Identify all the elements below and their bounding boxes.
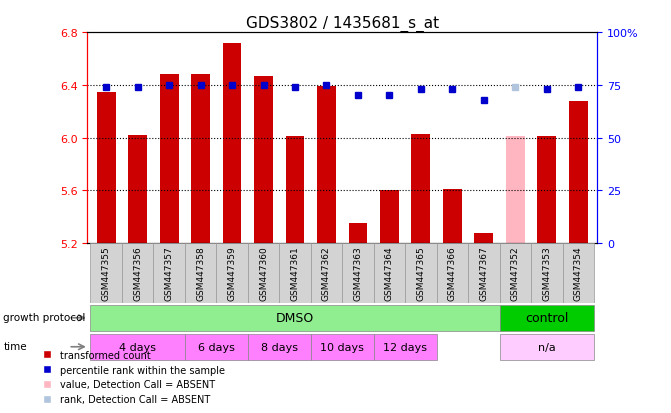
Bar <box>223 43 242 244</box>
FancyBboxPatch shape <box>500 244 531 304</box>
Bar <box>317 87 336 244</box>
Bar <box>537 137 556 244</box>
Text: GSM447360: GSM447360 <box>259 245 268 300</box>
Bar <box>348 224 368 244</box>
Bar <box>286 137 305 244</box>
FancyBboxPatch shape <box>216 244 248 304</box>
Bar <box>411 134 430 244</box>
Text: GSM447355: GSM447355 <box>101 245 111 300</box>
FancyBboxPatch shape <box>91 305 500 331</box>
FancyBboxPatch shape <box>248 334 311 360</box>
Text: GSM447358: GSM447358 <box>196 245 205 300</box>
Text: GSM447367: GSM447367 <box>479 245 488 300</box>
FancyBboxPatch shape <box>531 244 562 304</box>
FancyBboxPatch shape <box>374 244 405 304</box>
Bar <box>97 92 115 244</box>
Text: n/a: n/a <box>538 342 556 352</box>
Bar <box>569 102 588 244</box>
Bar <box>506 137 525 244</box>
FancyBboxPatch shape <box>500 305 594 331</box>
Text: 12 days: 12 days <box>383 342 427 352</box>
Title: GDS3802 / 1435681_s_at: GDS3802 / 1435681_s_at <box>246 16 439 32</box>
Text: GSM447352: GSM447352 <box>511 245 520 300</box>
Bar <box>443 190 462 244</box>
Text: 10 days: 10 days <box>320 342 364 352</box>
FancyBboxPatch shape <box>311 334 374 360</box>
FancyBboxPatch shape <box>122 244 154 304</box>
FancyBboxPatch shape <box>562 244 594 304</box>
Bar <box>128 136 147 244</box>
Text: GSM447359: GSM447359 <box>227 245 237 300</box>
Text: growth protocol: growth protocol <box>3 312 86 322</box>
Text: time: time <box>3 341 27 351</box>
Text: 8 days: 8 days <box>261 342 298 352</box>
FancyBboxPatch shape <box>248 244 279 304</box>
FancyBboxPatch shape <box>91 334 185 360</box>
FancyBboxPatch shape <box>374 334 437 360</box>
FancyBboxPatch shape <box>311 244 342 304</box>
Bar <box>191 75 210 244</box>
Text: GSM447362: GSM447362 <box>322 245 331 300</box>
FancyBboxPatch shape <box>437 244 468 304</box>
Text: GSM447364: GSM447364 <box>385 245 394 300</box>
FancyBboxPatch shape <box>185 244 216 304</box>
FancyBboxPatch shape <box>185 334 248 360</box>
Text: GSM447361: GSM447361 <box>291 245 299 300</box>
Text: GSM447357: GSM447357 <box>164 245 174 300</box>
Bar <box>474 233 493 244</box>
FancyBboxPatch shape <box>342 244 374 304</box>
Text: control: control <box>525 311 568 325</box>
Text: GSM447366: GSM447366 <box>448 245 457 300</box>
Text: GSM447354: GSM447354 <box>574 245 583 300</box>
Bar <box>254 76 273 244</box>
FancyBboxPatch shape <box>500 334 594 360</box>
Bar <box>160 75 178 244</box>
Legend: transformed count, percentile rank within the sample, value, Detection Call = AB: transformed count, percentile rank withi… <box>38 346 229 408</box>
FancyBboxPatch shape <box>405 244 437 304</box>
FancyBboxPatch shape <box>154 244 185 304</box>
Text: GSM447353: GSM447353 <box>542 245 552 300</box>
Text: GSM447365: GSM447365 <box>417 245 425 300</box>
Text: GSM447356: GSM447356 <box>133 245 142 300</box>
Bar <box>380 191 399 244</box>
FancyBboxPatch shape <box>279 244 311 304</box>
Text: 6 days: 6 days <box>198 342 235 352</box>
FancyBboxPatch shape <box>91 244 122 304</box>
FancyBboxPatch shape <box>468 244 500 304</box>
Text: GSM447363: GSM447363 <box>354 245 362 300</box>
Text: 4 days: 4 days <box>119 342 156 352</box>
Text: DMSO: DMSO <box>276 311 314 325</box>
